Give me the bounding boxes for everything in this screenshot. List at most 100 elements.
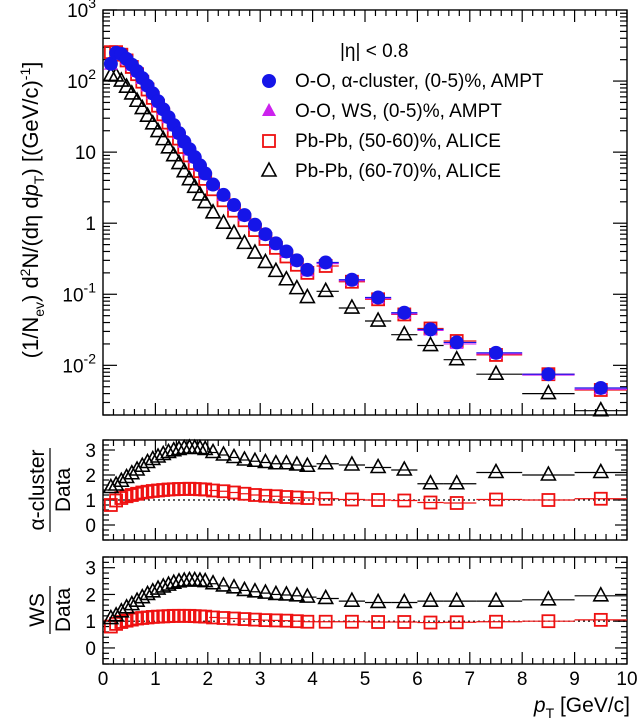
x-tick-label: 5 — [360, 669, 371, 690]
ratio-point — [118, 467, 135, 484]
spectrum-point — [191, 185, 209, 201]
ratio-point — [300, 614, 315, 629]
spectrum-point — [144, 114, 162, 130]
spectrum-point — [288, 278, 306, 295]
ratio-point — [246, 582, 264, 598]
ratio-point — [123, 464, 141, 480]
ratio-point — [196, 571, 214, 588]
spectrum-series-2 — [103, 45, 627, 397]
ratio-ws-denominator: Data — [52, 588, 75, 633]
spectrum-point — [397, 305, 412, 320]
spectrum-point — [487, 364, 505, 381]
ratio-point — [237, 486, 252, 501]
ratio-point — [592, 462, 610, 479]
ratio-y-tick-label: 3 — [85, 559, 96, 580]
spectrum-point — [237, 208, 252, 223]
tick-label-base: 10 — [67, 1, 88, 22]
spectrum-point — [113, 71, 130, 87]
ratio-point — [154, 444, 172, 461]
legend-marker — [262, 103, 276, 116]
ratio-point — [248, 488, 262, 502]
spectrum-point — [196, 192, 214, 209]
tick-label-exponent: -2 — [84, 350, 97, 366]
tick-label-exponent: -1 — [84, 279, 97, 295]
legend-marker — [260, 161, 278, 177]
ratio-point — [449, 496, 464, 510]
tick-label-exponent: 2 — [88, 66, 96, 82]
ratio-point — [236, 450, 253, 466]
tick-label-exponent: 3 — [88, 0, 96, 11]
ratio-point — [593, 491, 608, 506]
ratio-point — [593, 612, 608, 627]
ratio-point — [448, 591, 466, 607]
ratio-y-tick-label: 3 — [85, 441, 96, 462]
ratio-point — [107, 475, 125, 491]
ratio-point — [170, 572, 188, 588]
ratio-point — [299, 587, 316, 603]
spectrum-point — [318, 255, 333, 270]
spectrum-point — [300, 262, 315, 277]
spectrum-point — [181, 169, 198, 186]
ratio-point — [423, 615, 438, 630]
spectrum-point — [268, 236, 283, 251]
spectrum-point — [160, 138, 177, 154]
axis-ticks — [102, 9, 628, 665]
spectrum-point — [489, 345, 503, 360]
x-tick-label: 3 — [255, 669, 266, 690]
legend: |η| < 0.8 O-O, α-cluster, (0-5)%, AMPTO-… — [260, 41, 544, 182]
spectrum-point — [107, 66, 125, 82]
ratio-point — [165, 441, 183, 457]
ratio-point — [541, 493, 556, 507]
ratio-point — [225, 447, 243, 464]
ratio-point — [216, 484, 231, 499]
ratio-point — [257, 452, 274, 469]
spectrum-y-axis-label: (1/Nev) d2N/(dη dpT) [(GeV/c)-1] — [17, 62, 47, 359]
legend-label: O-O, α-cluster, (0-5)%, AMPT — [295, 71, 544, 92]
ratio-point — [343, 591, 361, 607]
spectrum-point — [103, 56, 118, 71]
legend-label: Pb-Pb, (60-70)%, ALICE — [295, 161, 501, 182]
ratio-y-tick-label: 2 — [85, 466, 96, 487]
ratio-point — [288, 455, 306, 471]
ratio-point — [299, 456, 316, 473]
ratio-point — [149, 447, 167, 463]
ratio-point — [487, 462, 505, 479]
x-tick-label: 8 — [517, 669, 528, 690]
ratio-point — [369, 457, 387, 474]
legend-items: O-O, α-cluster, (0-5)%, AMPT O-O, WS, (0-… — [260, 71, 544, 182]
ratio-point — [227, 485, 241, 500]
ratio-y-tick-label: 0 — [85, 516, 96, 537]
legend-marker — [262, 74, 276, 88]
ratio-y-tick-label: 1 — [85, 612, 96, 633]
x-tick-label: 0 — [98, 669, 109, 690]
ratio-point — [149, 579, 167, 595]
ratio-point — [395, 460, 413, 476]
spectrum-point — [175, 162, 193, 178]
x-tick-label: 2 — [203, 669, 214, 690]
spectrum-point — [344, 272, 359, 287]
spectrum-point — [395, 324, 413, 341]
spectrum-point — [279, 244, 294, 259]
ratio-point — [397, 493, 412, 508]
ratio-point — [204, 574, 222, 590]
ratio-point — [540, 465, 557, 481]
spectrum-point — [258, 227, 273, 242]
spectrum-point — [206, 177, 221, 192]
ratio-point — [541, 614, 556, 629]
ratio-point — [107, 606, 125, 622]
ratio-point — [300, 491, 315, 505]
tick-label-base: 10 — [62, 285, 83, 306]
ratio-y-tick-label: 1 — [85, 491, 96, 512]
ratio-point — [236, 580, 253, 597]
spectrum-point — [204, 203, 222, 219]
ratio-point — [317, 588, 335, 605]
ratio-alpha-denominator: Data — [52, 468, 75, 513]
spectrum-series-1 — [103, 45, 627, 395]
ratio-point — [487, 591, 505, 607]
spectrum-point — [186, 177, 204, 194]
spectrum-point — [267, 261, 285, 278]
legend-header: |η| < 0.8 — [340, 41, 409, 62]
x-tick-label: 1 — [150, 669, 161, 690]
ratio-point — [160, 575, 177, 591]
